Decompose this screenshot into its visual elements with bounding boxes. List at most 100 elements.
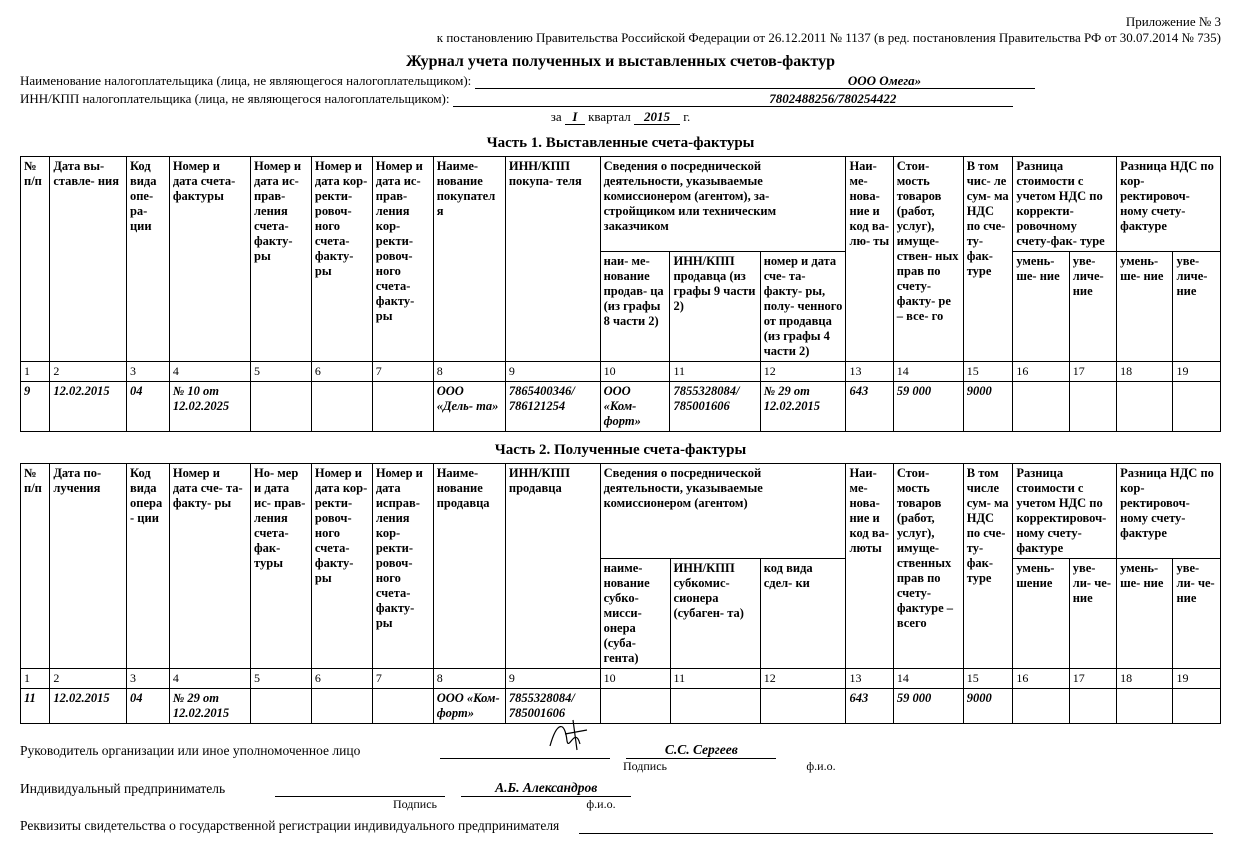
p1-h11: ИНН/КПП продавца (из графы 9 части 2) <box>670 252 760 362</box>
table-cell <box>1069 689 1116 724</box>
signature-block: Руководитель организации или иное уполно… <box>20 732 1221 834</box>
p1-h14: Стои- мость товаров (работ, услуг), имущ… <box>893 157 963 362</box>
p2-h16: умень- шение <box>1013 559 1069 669</box>
colnum-cell: 17 <box>1069 669 1116 689</box>
part1-datarow: 912.02.201504№ 10 от 12.02.2025ООО «Дель… <box>21 382 1221 432</box>
colnum-cell: 19 <box>1173 669 1221 689</box>
p1-h15: В том чис- ле сум- ма НДС по сче- ту- фа… <box>963 157 1013 362</box>
period-word: квартал <box>588 109 631 124</box>
p1-h2: Дата вы- ставле- ния <box>50 157 127 362</box>
p2-h14: Стои- мость товаров (работ, услуг), имущ… <box>893 464 963 669</box>
p2-h1: № п/п <box>21 464 50 669</box>
table-cell <box>251 689 312 724</box>
table-cell: 04 <box>127 689 170 724</box>
p1-h4: Номер и дата счета- фактуры <box>169 157 250 362</box>
table-cell <box>1013 689 1069 724</box>
table-cell <box>311 689 372 724</box>
p2-h5: Но- мер и дата ис- прав- ления счета- фа… <box>251 464 312 669</box>
table-cell <box>1013 382 1069 432</box>
p1-hg18: Разница НДС по кор- ректировоч- ному сче… <box>1117 157 1221 252</box>
colnum-cell: 5 <box>251 362 312 382</box>
table-cell <box>760 689 846 724</box>
part1-title: Часть 1. Выставленные счета-фактуры <box>20 135 1221 152</box>
colnum-cell: 2 <box>50 362 127 382</box>
p1-h16: умень- ше- ние <box>1013 252 1069 362</box>
colnum-cell: 5 <box>251 669 312 689</box>
appendix-line1: Приложение № 3 <box>20 14 1221 30</box>
p1-h17: уве- личе- ние <box>1069 252 1116 362</box>
colnum-cell: 17 <box>1069 362 1116 382</box>
colnum-cell: 12 <box>760 669 846 689</box>
colnum-cell: 8 <box>433 362 505 382</box>
table-cell: 7865400346/ 786121254 <box>505 382 600 432</box>
p1-h12: номер и дата сче- та-факту- ры, полу- че… <box>760 252 846 362</box>
p2-hg10: Сведения о посреднической деятельности, … <box>600 464 846 559</box>
appendix-header: Приложение № 3 к постановлению Правитель… <box>20 14 1221 47</box>
document-title: Журнал учета полученных и выставленных с… <box>20 53 1221 71</box>
head-caps: Подпись ф.и.о. <box>20 759 1221 774</box>
org-name: ООО Омега» <box>475 74 1035 89</box>
table-cell: ООО «Ком- форт» <box>433 689 505 724</box>
sign-caption-1: Подпись <box>560 759 730 774</box>
colnum-cell: 3 <box>127 669 170 689</box>
table-cell <box>1069 382 1116 432</box>
colnum-cell: 19 <box>1173 362 1221 382</box>
colnum-cell: 9 <box>505 362 600 382</box>
table-cell: 12.02.2015 <box>50 689 127 724</box>
table-cell <box>600 689 670 724</box>
colnum-cell: 4 <box>169 362 250 382</box>
colnum-cell: 7 <box>372 669 433 689</box>
part2-title: Часть 2. Полученные счета-фактуры <box>20 442 1221 459</box>
table-cell <box>1173 689 1221 724</box>
p2-hg16: Разница стоимости с учетом НДС по коррек… <box>1013 464 1117 559</box>
table-cell: 7855328084/ 785001606 <box>670 382 760 432</box>
p1-h3: Код вида опе- ра- ции <box>126 157 169 362</box>
p1-h9: ИНН/КПП покупа- теля <box>505 157 600 362</box>
inn-label: ИНН/КПП налогоплательщика (лица, не явля… <box>20 91 450 106</box>
colnum-cell: 15 <box>963 669 1013 689</box>
rekv-slot <box>579 833 1213 834</box>
p1-hg16: Разница стоимости с учетом НДС по коррек… <box>1013 157 1117 252</box>
p1-h10: наи- ме- нование продав- ца (из графы 8 … <box>600 252 670 362</box>
period-suffix: г. <box>683 109 690 124</box>
colnum-cell: 16 <box>1013 669 1069 689</box>
p2-h6: Номер и дата кор- ректи- ровоч- ного сче… <box>311 464 372 669</box>
table-cell: ООО «Ком- форт» <box>600 382 670 432</box>
table-cell: 9000 <box>963 689 1013 724</box>
part1-header-row1: № п/п Дата вы- ставле- ния Код вида опе-… <box>21 157 1221 252</box>
table-cell <box>1117 382 1173 432</box>
ip-fio: А.Б. Александров <box>461 780 631 797</box>
inn-line: ИНН/КПП налогоплательщика (лица, не явля… <box>20 91 1221 107</box>
table-cell <box>372 689 433 724</box>
part1-table: № п/п Дата вы- ставле- ния Код вида опе-… <box>20 156 1221 432</box>
p1-h18: умень- ше- ние <box>1117 252 1173 362</box>
colnum-cell: 14 <box>893 362 963 382</box>
table-cell: 12.02.2015 <box>50 382 127 432</box>
p2-h7: Номер и дата исправ- ления кор- ректи- р… <box>372 464 433 669</box>
fio-caption-2: ф.и.о. <box>516 797 686 812</box>
rekv-row: Реквизиты свидетельства о государственно… <box>20 818 1221 834</box>
table-cell <box>251 382 312 432</box>
head-fio: С.С. Сергеев <box>626 742 776 759</box>
table-cell: 9 <box>21 382 50 432</box>
ip-sign-slot <box>275 796 445 797</box>
colnum-cell: 8 <box>433 669 505 689</box>
ip-sig-row: Индивидуальный предприниматель А.Б. Алек… <box>20 780 1221 797</box>
p2-h19: уве- ли- че- ние <box>1173 559 1221 669</box>
table-cell: 643 <box>846 382 893 432</box>
p2-h2: Дата по- лучения <box>50 464 127 669</box>
part2-header-row1: № п/п Дата по- лучения Код вида опера- ц… <box>21 464 1221 559</box>
ip-caps: Подпись ф.и.о. <box>20 797 1221 812</box>
colnum-cell: 12 <box>760 362 846 382</box>
p1-hg10: Сведения о посреднической деятельности, … <box>600 157 846 252</box>
colnum-cell: 10 <box>600 669 670 689</box>
period-year: 2015 <box>634 110 680 125</box>
p2-h3: Код вида опера- ции <box>127 464 170 669</box>
p2-h8: Наиме- нование продавца <box>433 464 505 669</box>
table-cell: 9000 <box>963 382 1013 432</box>
p1-h5: Номер и дата ис- прав- ления счета- факт… <box>251 157 312 362</box>
p2-h10: наиме- нование субко- мисси- онера (суба… <box>600 559 670 669</box>
colnum-cell: 15 <box>963 362 1013 382</box>
appendix-line2: к постановлению Правительства Российской… <box>20 30 1221 46</box>
p1-h1: № п/п <box>21 157 50 362</box>
